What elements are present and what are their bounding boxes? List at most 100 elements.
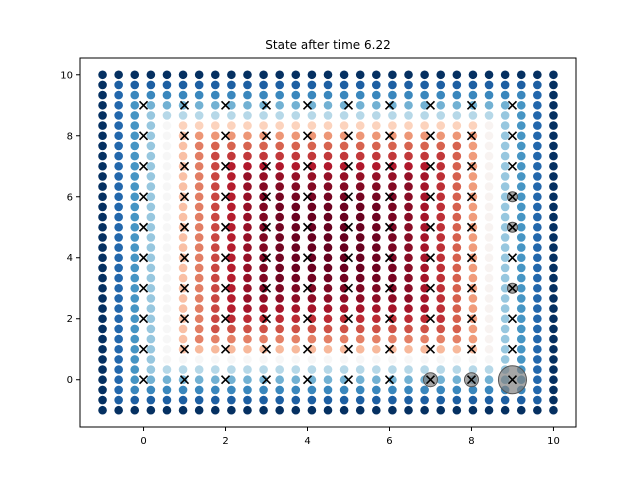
- y-tick-label: 2: [67, 314, 73, 325]
- field-dot: [388, 304, 397, 313]
- field-dot: [549, 121, 558, 130]
- field-dot: [500, 263, 510, 273]
- field-dot: [372, 294, 381, 303]
- field-dot: [323, 172, 333, 181]
- field-dot: [388, 283, 397, 293]
- field-dot: [500, 141, 510, 151]
- field-dot: [339, 243, 349, 252]
- field-dot: [291, 202, 301, 212]
- field-dot: [130, 100, 140, 110]
- field-dot: [291, 80, 301, 90]
- field-dot: [549, 294, 558, 303]
- field-dot: [307, 334, 317, 344]
- field-dot: [307, 192, 317, 202]
- field-dot: [307, 283, 317, 293]
- field-dot: [404, 355, 413, 364]
- field-dot: [194, 273, 204, 283]
- field-dot: [275, 202, 284, 212]
- field-dot: [130, 375, 140, 385]
- cross-marker: [261, 222, 272, 232]
- x-tick-label: 4: [304, 436, 310, 447]
- field-dot: [178, 111, 188, 120]
- field-dot: [404, 90, 413, 100]
- field-dot: [178, 212, 188, 222]
- field-dot: [98, 263, 107, 273]
- field-dot: [404, 344, 413, 354]
- field-dot: [210, 80, 220, 90]
- cross-marker: [425, 100, 436, 110]
- field-dot: [291, 263, 301, 273]
- field-dot: [339, 222, 349, 232]
- field-dot: [210, 100, 220, 110]
- field-dot: [162, 182, 172, 191]
- field-dot: [484, 182, 494, 191]
- field-dot: [549, 182, 558, 191]
- cross-marker: [343, 100, 354, 110]
- field-dot: [404, 141, 413, 151]
- field-dot: [275, 90, 284, 100]
- field-dot: [114, 172, 123, 181]
- field-dot: [307, 233, 317, 242]
- field-dot: [243, 405, 252, 415]
- field-dot: [549, 243, 558, 252]
- field-dot: [130, 80, 140, 90]
- field-dot: [98, 395, 107, 405]
- cross-marker: [425, 314, 436, 324]
- field-dot: [339, 70, 349, 80]
- field-dot: [500, 314, 510, 324]
- field-dot: [355, 324, 365, 334]
- field-dot: [130, 385, 140, 395]
- field-dot: [307, 151, 317, 161]
- field-dot: [339, 324, 349, 334]
- field-dot: [339, 121, 349, 130]
- field-dot: [388, 365, 397, 374]
- field-dot: [307, 182, 317, 191]
- field-dot: [114, 161, 123, 171]
- field-dot: [178, 222, 188, 232]
- field-dot: [178, 243, 188, 252]
- field-dot: [355, 131, 365, 141]
- field-dot: [291, 212, 301, 222]
- field-dot: [516, 294, 526, 303]
- field-dot: [146, 324, 156, 334]
- field-dot: [210, 233, 220, 242]
- field-dot: [355, 202, 365, 212]
- field-dot: [388, 111, 397, 120]
- field-dot: [194, 182, 204, 191]
- field-dot: [404, 294, 413, 303]
- field-dot: [549, 141, 558, 151]
- field-dot: [339, 385, 349, 395]
- field-dot: [355, 314, 365, 324]
- field-dot: [500, 90, 510, 100]
- field-dot: [275, 395, 284, 405]
- field-dot: [372, 314, 381, 324]
- field-dot: [194, 365, 204, 374]
- field-dot: [500, 161, 510, 171]
- field-dot: [388, 90, 397, 100]
- field-dot: [549, 365, 558, 374]
- field-dot: [533, 324, 542, 334]
- field-dot: [549, 131, 558, 141]
- field-dot: [533, 283, 542, 293]
- cross-marker: [466, 375, 477, 385]
- field-dot: [500, 304, 510, 313]
- field-dot: [452, 324, 462, 334]
- field-dot: [516, 263, 526, 273]
- field-dot: [420, 212, 429, 222]
- field-dot: [355, 212, 365, 222]
- field-dot: [227, 151, 236, 161]
- field-dot: [259, 283, 268, 293]
- field-dot: [516, 100, 526, 110]
- field-dot: [420, 304, 429, 313]
- field-dot: [194, 100, 204, 110]
- field-dot: [516, 273, 526, 283]
- field-dot: [452, 395, 462, 405]
- field-dot: [291, 90, 301, 100]
- cross-marker: [425, 253, 436, 263]
- field-dot: [323, 131, 333, 141]
- field-dot: [227, 273, 236, 283]
- field-dot: [291, 405, 301, 415]
- x-tick-label: 10: [547, 436, 560, 447]
- field-dot: [549, 324, 558, 334]
- field-dot: [243, 131, 252, 141]
